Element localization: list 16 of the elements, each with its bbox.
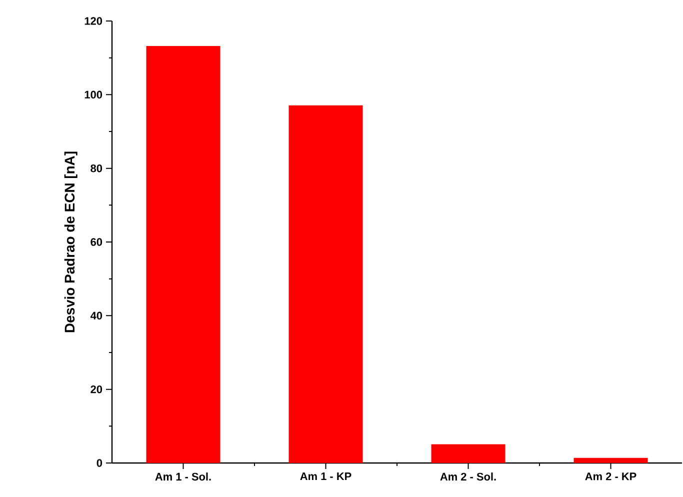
- bar: [574, 458, 648, 463]
- y-tick-label: 40: [90, 312, 102, 320]
- y-tick-label: 100: [84, 90, 102, 99]
- y-axis-title: Desvio Padrao de ECN [nA]: [64, 152, 78, 332]
- bar: [431, 444, 506, 463]
- y-tick-label: 120: [84, 17, 102, 25]
- x-tick-label: Am 1 - KP: [300, 472, 352, 480]
- bar: [288, 105, 363, 463]
- y-tick-label: 0: [96, 459, 102, 467]
- y-tick-label: 20: [90, 385, 102, 394]
- y-tick-label: 80: [90, 164, 102, 172]
- y-tick-label: 60: [90, 238, 102, 246]
- x-tick-label: Am 2 - KP: [585, 472, 636, 480]
- x-tick-label: Am 1 - Sol.: [155, 472, 211, 481]
- bar: [146, 46, 220, 463]
- x-tick-label: Am 2 - Sol.: [440, 472, 496, 481]
